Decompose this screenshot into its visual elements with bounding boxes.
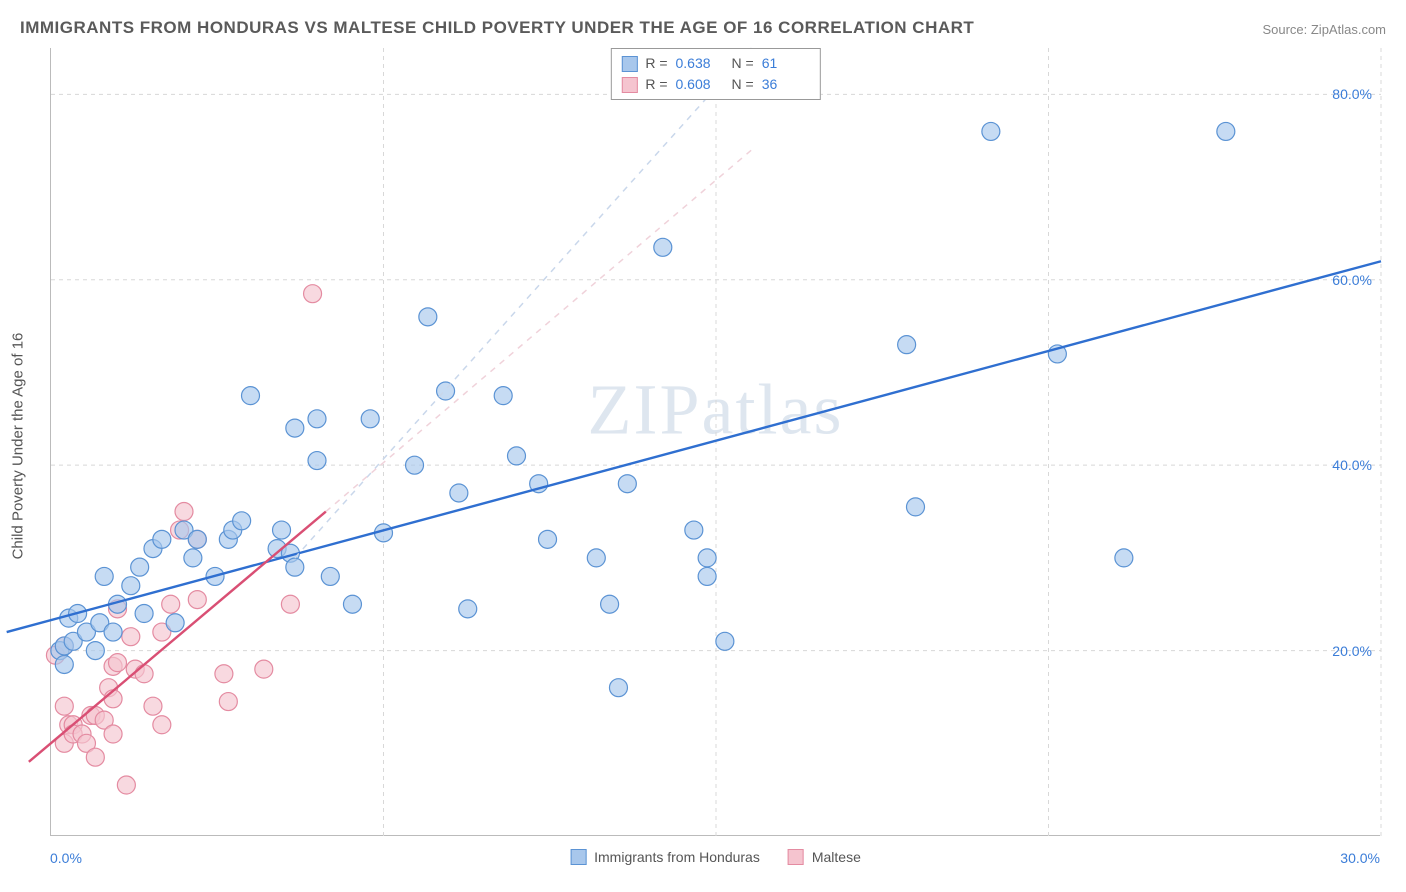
legend-row-honduras: R = 0.638 N = 61 (621, 53, 809, 74)
plot-svg (51, 48, 1380, 835)
correlation-legend: R = 0.638 N = 61 R = 0.608 N = 36 (610, 48, 820, 100)
legend-n-label: N = (732, 74, 754, 95)
y-tick-label: 80.0% (1332, 86, 1372, 102)
legend-item-honduras: Immigrants from Honduras (570, 849, 760, 865)
plot-area: ZIPatlas R = 0.638 N = 61 R = 0.608 N = … (50, 48, 1380, 836)
chart-title: IMMIGRANTS FROM HONDURAS VS MALTESE CHIL… (20, 18, 974, 38)
legend-swatch-icon (788, 849, 804, 865)
y-tick-label: 40.0% (1332, 457, 1372, 473)
legend-item-maltese: Maltese (788, 849, 861, 865)
legend-r-label: R = (645, 53, 667, 74)
legend-label: Maltese (812, 849, 861, 865)
legend-swatch-maltese (621, 77, 637, 93)
legend-n-value: 36 (762, 74, 810, 95)
y-tick-label: 60.0% (1332, 272, 1372, 288)
legend-r-label: R = (645, 74, 667, 95)
series-legend: Immigrants from Honduras Maltese (570, 849, 861, 865)
legend-label: Immigrants from Honduras (594, 849, 760, 865)
legend-r-value: 0.608 (676, 74, 724, 95)
legend-swatch-honduras (621, 56, 637, 72)
legend-swatch-icon (570, 849, 586, 865)
y-axis-label: Child Poverty Under the Age of 16 (10, 333, 27, 560)
legend-row-maltese: R = 0.608 N = 36 (621, 74, 809, 95)
legend-n-label: N = (732, 53, 754, 74)
legend-n-value: 61 (762, 53, 810, 74)
x-tick-min: 0.0% (50, 850, 82, 866)
legend-r-value: 0.638 (676, 53, 724, 74)
x-tick-max: 30.0% (1340, 850, 1380, 866)
source-citation: Source: ZipAtlas.com (1262, 22, 1386, 37)
y-tick-label: 20.0% (1332, 643, 1372, 659)
